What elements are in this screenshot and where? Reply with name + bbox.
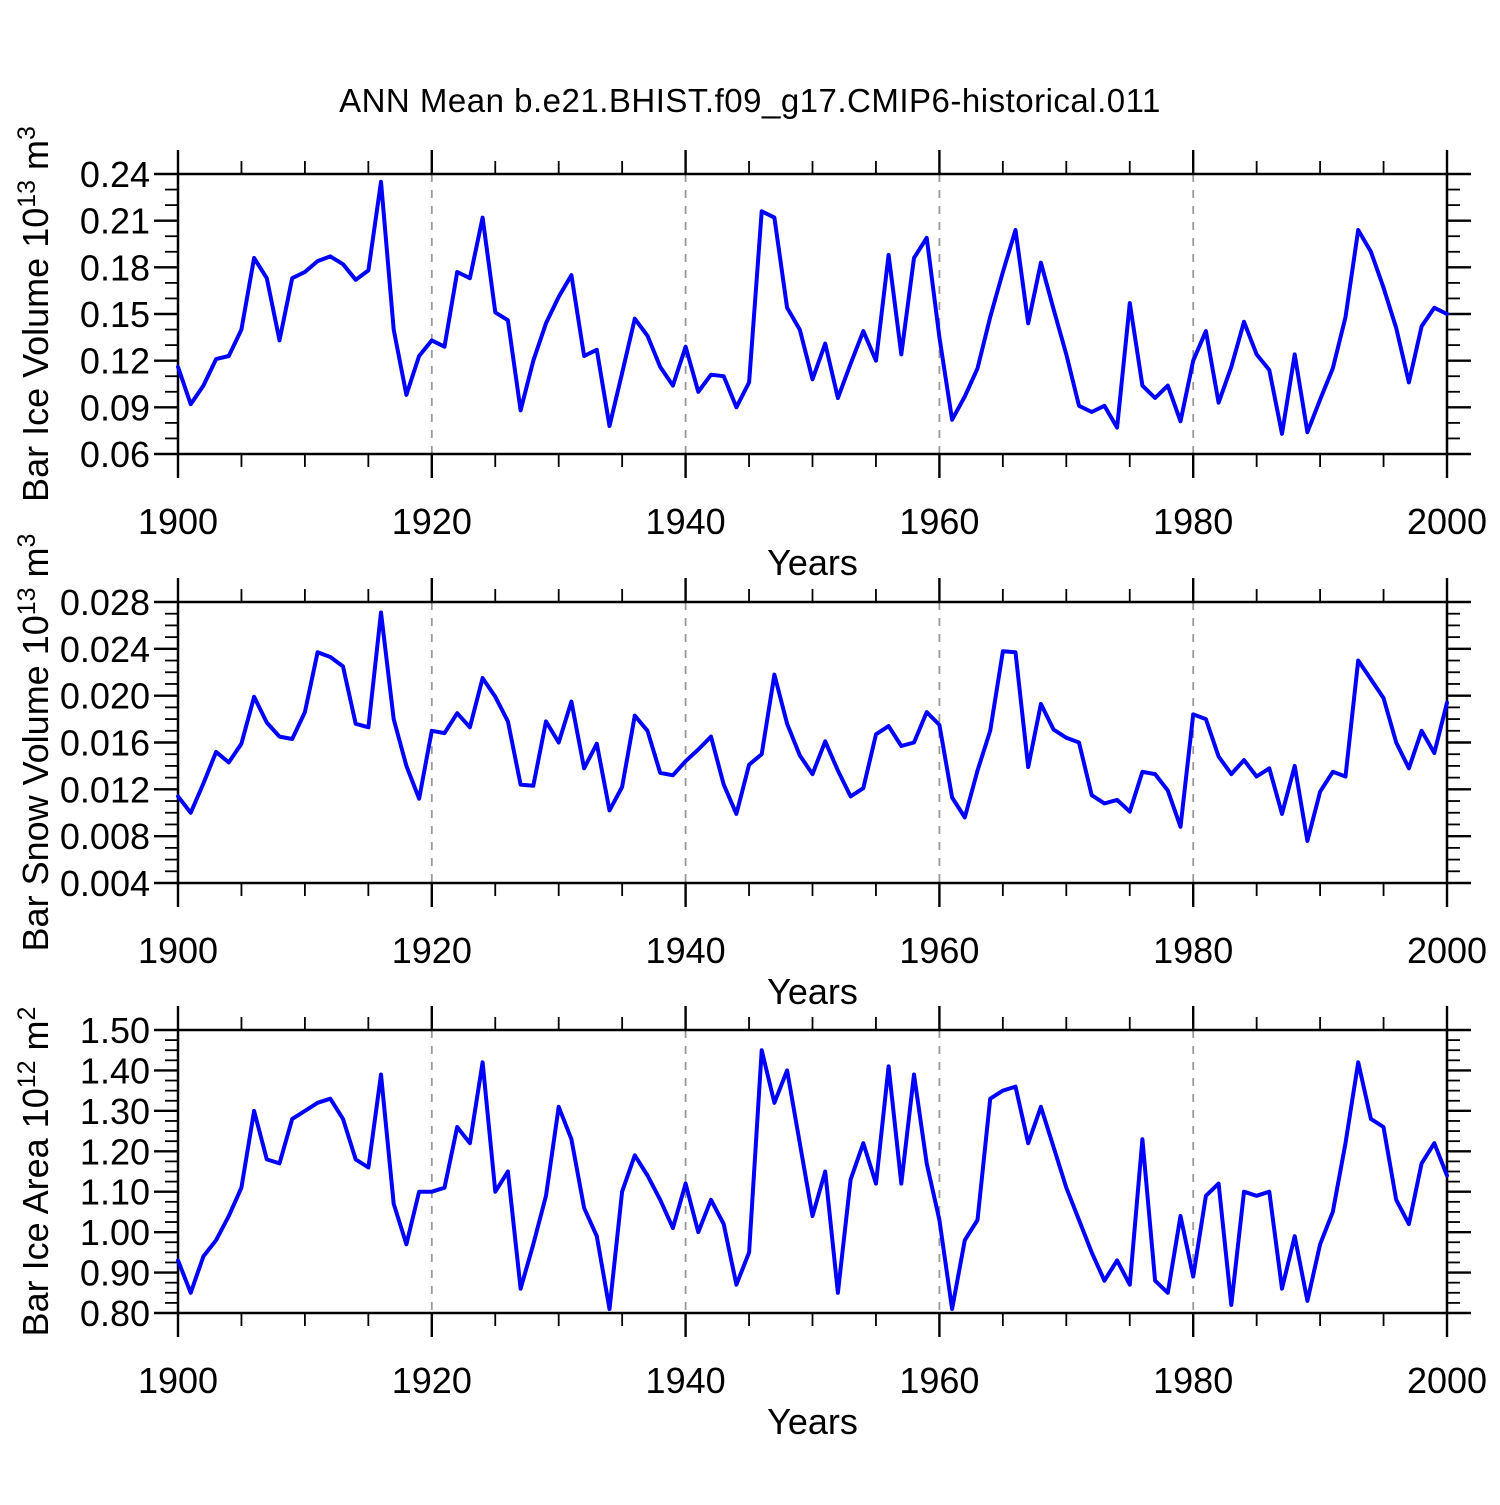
y-tick-label: 0.020 [60,676,150,717]
x-tick-label: 1960 [899,1360,979,1401]
y-tick-label: 1.10 [80,1172,150,1213]
y-tick-label: 0.028 [60,582,150,623]
x-tick-label: 1940 [646,930,726,971]
x-tick-label: 2000 [1407,1360,1487,1401]
x-tick-label: 1900 [138,501,218,542]
y-tick-label: 0.004 [60,863,150,904]
y-tick-label: 1.30 [80,1091,150,1132]
x-tick-label: 1960 [899,930,979,971]
plot-frame [176,1028,1449,1315]
y-tick-label: 0.008 [60,816,150,857]
x-tick-label: 1980 [1153,1360,1233,1401]
y-tick-label: 0.90 [80,1253,150,1294]
ice-area-line [176,1048,1449,1311]
y-tick-label: 0.24 [80,154,150,195]
x-tick-label: 1900 [138,1360,218,1401]
y-tick-label: 1.50 [80,1010,150,1051]
ice-volume-line [176,179,1449,436]
x-tick-label: 1920 [392,501,472,542]
y-tick-label: 0.09 [80,387,150,428]
x-tick-label: 1980 [1153,930,1233,971]
ice-volume-ylabel: Bar Ice Volume 1013 m3 [13,126,56,502]
y-tick-label: 0.12 [80,341,150,382]
y-tick-label: 0.80 [80,1293,150,1334]
x-tick-label: 2000 [1407,930,1487,971]
x-tick-label: 2000 [1407,501,1487,542]
x-tick-label: 1940 [646,501,726,542]
y-tick-label: 0.024 [60,629,150,670]
x-axis-title: Years [767,1401,858,1442]
x-axis-title: Years [767,542,858,583]
y-tick-label: 1.20 [80,1131,150,1172]
panel-ice-area: 1900 1920 1940 1960 1980 2000 Years 1.501.401.3… [13,1006,1487,1442]
y-tick-label: 1.00 [80,1212,150,1253]
y-tick-label: 0.18 [80,247,150,288]
chart-title: ANN Mean b.e21.BHIST.f09_g17.CMIP6-histo… [339,82,1161,119]
x-axis-title: Years [767,971,858,1012]
panel-ice-volume: 1900 1920 1940 1960 1980 2000 Years 0.24 0.21 0.1… [13,126,1487,583]
snow-volume-line [176,610,1449,843]
x-tick-label: 1900 [138,930,218,971]
snow-volume-ylabel: Bar Snow Volume 1013 m3 [13,534,56,952]
x-tick-label: 1940 [646,1360,726,1401]
y-tick-label: 0.15 [80,294,150,335]
x-tick-label: 1980 [1153,501,1233,542]
y-tick-label: 0.06 [80,434,150,475]
x-tick-label: 1920 [392,930,472,971]
y-tick-label: 0.012 [60,769,150,810]
panel-snow-volume: 1900 1920 1940 1960 1980 2000 Years 0.028 0.024 0… [13,534,1487,1012]
y-tick-label: 0.21 [80,201,150,242]
y-tick-label: 1.40 [80,1050,150,1091]
y-tick-label: 0.016 [60,723,150,764]
plot-frame [176,172,1449,456]
ice-area-ylabel: Bar Ice Area 1012 m2 [13,1007,56,1337]
x-tick-label: 1920 [392,1360,472,1401]
plot-frame [176,600,1449,885]
x-tick-label: 1960 [899,501,979,542]
